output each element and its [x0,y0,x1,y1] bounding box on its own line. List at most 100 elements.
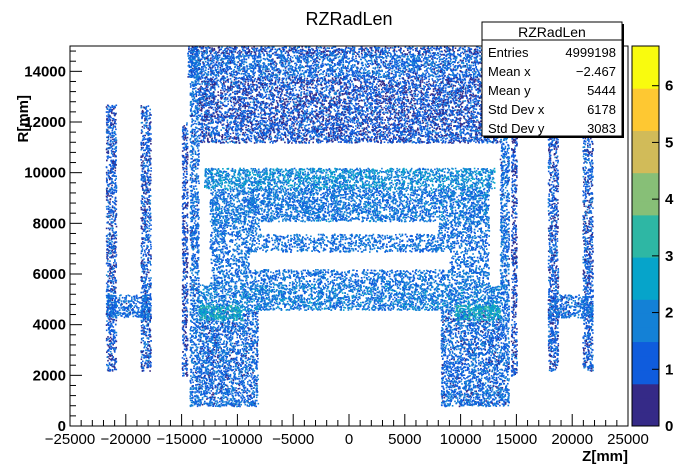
heat-cell [248,75,250,77]
heat-cell [336,63,339,66]
heat-cell [314,71,317,73]
heat-cell [325,74,327,77]
heat-cell [424,70,426,72]
heat-cell [278,56,281,58]
heat-cell [458,49,461,51]
heat-cell [294,138,297,141]
heat-cell [443,49,446,52]
heat-cell [369,56,371,58]
heat-cell [375,74,377,76]
heat-cell [443,46,446,48]
heat-cell [380,49,382,52]
heat-cell [351,57,353,60]
heat-cell [253,62,256,64]
heat-cell [207,65,210,67]
heat-cell [269,98,272,101]
heat-cell [396,64,398,67]
heat-cell [252,70,254,72]
heat-cell [351,69,353,71]
heat-cell [248,90,250,93]
heat-cell [297,52,300,54]
heat-cell [472,109,475,112]
heat-cell [357,63,359,65]
heat-cell [284,98,287,101]
heat-cell [256,56,259,59]
heat-cell [257,65,259,67]
heat-cell [259,49,261,52]
heat-cell [291,50,294,53]
heat-cell [415,87,418,90]
heat-cell [297,46,299,49]
heat-cell [456,67,459,69]
heat-cell [438,75,440,78]
heat-cell [302,86,305,89]
heat-cell [198,64,200,66]
heat-cell [187,52,189,55]
heat-cell [233,73,235,76]
heat-cell [190,47,192,50]
heat-cell [376,66,379,69]
heat-cell [334,110,336,112]
heat-cell [202,66,205,68]
heat-cell [205,64,208,66]
heat-cell [390,56,392,58]
heat-cell [259,64,261,67]
heat-cell [401,62,403,65]
heat-cell [229,74,232,77]
heat-cell [211,54,213,56]
heat-cell [400,51,402,54]
heat-cell [384,46,387,48]
heat-cell [328,63,331,66]
heat-cell [352,56,354,58]
heat-cell [342,59,344,62]
heat-cell [229,87,232,89]
heat-cell [437,69,440,71]
heat-cell [375,100,378,103]
heat-cell [271,46,274,49]
heat-cell [416,55,419,58]
heat-cell [281,56,284,58]
heat-cell [194,61,197,64]
heat-cell [358,48,361,50]
heat-cell [271,68,274,71]
heat-cell [447,47,450,49]
heat-cell [259,68,262,70]
heat-cell [359,68,362,71]
heat-cell [420,65,423,67]
heat-cell [201,68,203,71]
heat-cell [369,53,372,56]
heat-cell [355,71,357,74]
heat-cell [404,53,407,55]
heat-cell [322,47,325,50]
heat-cell [468,74,471,77]
heat-cell [455,57,458,60]
heat-cell [457,103,459,106]
heat-cell [282,47,285,50]
heat-cell [475,66,477,69]
heat-cell [276,85,279,88]
heat-cell [413,66,415,69]
heat-cell [411,69,413,71]
heat-cell [288,69,290,71]
heat-cell [413,76,416,78]
heat-cell [287,64,290,67]
heat-cell [222,50,225,52]
heat-cell [321,80,324,83]
heat-cell [448,64,450,66]
heat-cell [283,49,286,51]
heat-cell [452,68,455,70]
heat-cell [293,54,296,57]
heat-cell [332,71,335,73]
heat-cell [388,68,391,71]
heat-cell [421,87,424,90]
heat-cell [207,46,210,48]
heat-cell [205,69,207,71]
heat-cell [316,57,318,59]
heat-cell [244,74,247,76]
heat-cell [377,56,379,58]
heat-cell [228,53,230,55]
heat-cell [357,75,360,78]
heat-cell [405,60,408,63]
heat-cell [406,75,408,77]
heat-cell [296,51,299,53]
